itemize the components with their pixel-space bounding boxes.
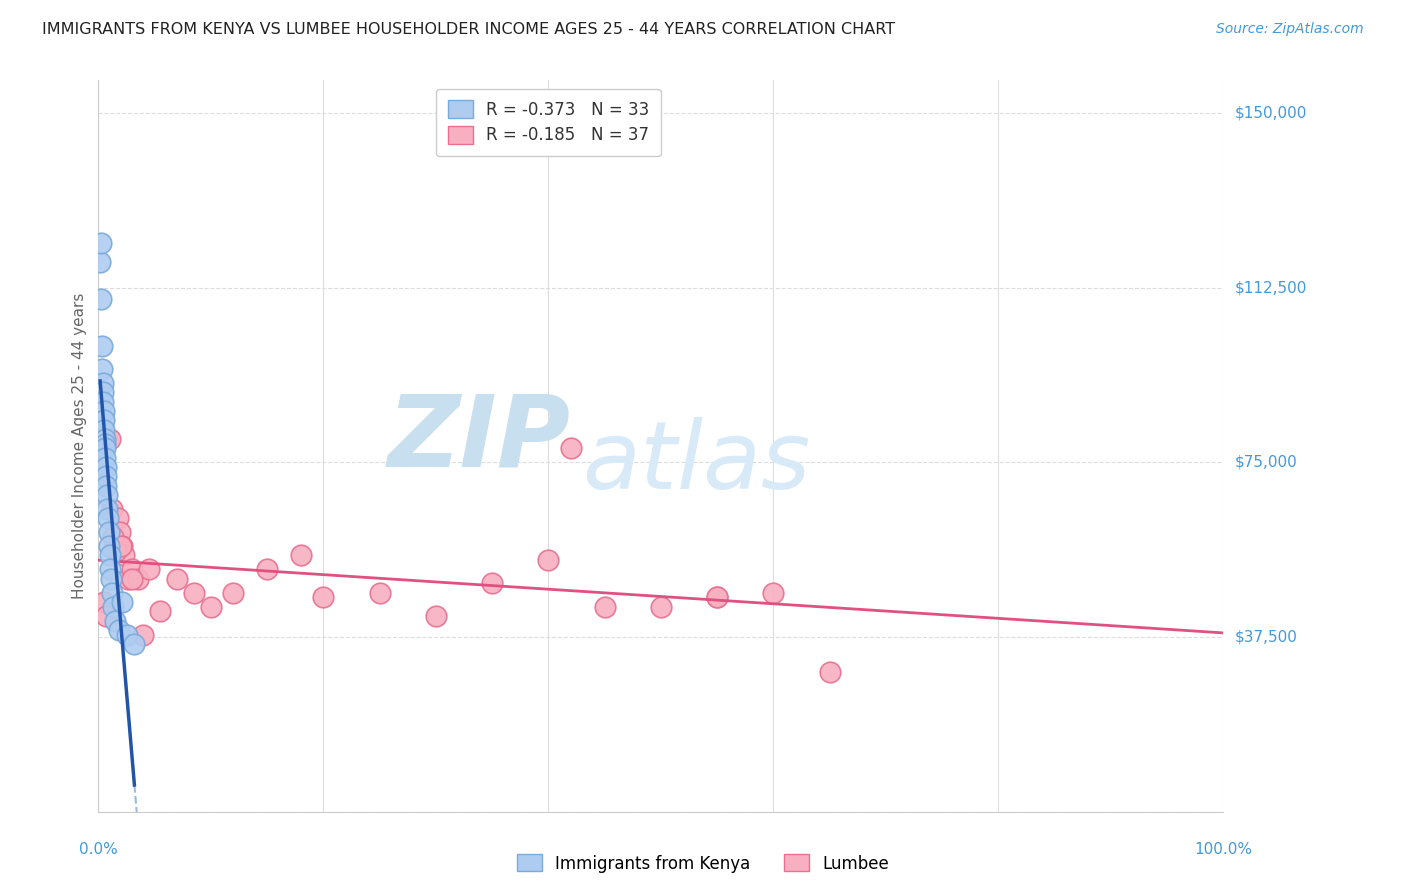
Point [105, 544, 128, 558]
Point [100, 572, 122, 586]
Point [90, 236, 112, 251]
Point [425, 609, 447, 624]
Point [96, 609, 118, 624]
Point [94, 442, 117, 456]
Point [93, 413, 115, 427]
Point [94, 436, 117, 450]
Point [818, 665, 841, 679]
Point [89, 255, 111, 269]
Point [132, 628, 155, 642]
Point [256, 562, 278, 576]
Point [94, 450, 117, 465]
Point [91, 362, 114, 376]
Point [115, 628, 138, 642]
Point [93, 394, 115, 409]
Point [312, 591, 335, 605]
Point [90, 292, 112, 306]
Point [706, 591, 728, 605]
Point [537, 553, 560, 567]
Point [93, 404, 115, 418]
Text: $112,500: $112,500 [1234, 280, 1306, 295]
Point [593, 599, 616, 614]
Point [101, 586, 124, 600]
Text: $75,000: $75,000 [1234, 455, 1298, 470]
Point [96, 488, 118, 502]
Point [107, 511, 129, 525]
Point [97, 525, 120, 540]
Point [183, 586, 205, 600]
Point [93, 595, 115, 609]
Point [290, 549, 312, 563]
Point [104, 614, 127, 628]
Point [124, 637, 146, 651]
Point [93, 432, 115, 446]
Point [138, 562, 160, 576]
Point [94, 460, 117, 475]
Point [96, 502, 118, 516]
Point [200, 599, 222, 614]
Point [368, 586, 391, 600]
Point [706, 591, 728, 605]
Point [127, 572, 149, 586]
Point [98, 562, 121, 576]
Point [121, 572, 143, 586]
Point [91, 385, 114, 400]
Text: ZIP: ZIP [388, 391, 571, 488]
Point [111, 539, 134, 553]
Text: $150,000: $150,000 [1234, 105, 1306, 120]
Text: atlas: atlas [582, 417, 810, 508]
Point [104, 539, 127, 553]
Text: 100.0%: 100.0% [1194, 842, 1253, 857]
Point [108, 525, 131, 540]
Legend: R = -0.373   N = 33, R = -0.185   N = 37: R = -0.373 N = 33, R = -0.185 N = 37 [436, 88, 661, 156]
Text: IMMIGRANTS FROM KENYA VS LUMBEE HOUSEHOLDER INCOME AGES 25 - 44 YEARS CORRELATIO: IMMIGRANTS FROM KENYA VS LUMBEE HOUSEHOL… [42, 22, 896, 37]
Point [110, 539, 132, 553]
Point [91, 376, 114, 390]
Text: $37,500: $37,500 [1234, 630, 1298, 645]
Point [101, 599, 124, 614]
Point [101, 502, 124, 516]
Point [762, 586, 785, 600]
Point [117, 572, 139, 586]
Point [222, 586, 245, 600]
Point [149, 604, 172, 618]
Point [650, 599, 672, 614]
Point [101, 530, 124, 544]
Point [98, 549, 121, 563]
Point [166, 572, 188, 586]
Point [93, 423, 115, 437]
Point [112, 549, 135, 563]
Point [97, 511, 120, 525]
Point [98, 432, 121, 446]
Point [107, 623, 129, 637]
Point [90, 339, 112, 353]
Point [481, 576, 503, 591]
Text: 0.0%: 0.0% [79, 842, 118, 857]
Legend: Immigrants from Kenya, Lumbee: Immigrants from Kenya, Lumbee [510, 847, 896, 880]
Y-axis label: Householder Income Ages 25 - 44 years: Householder Income Ages 25 - 44 years [72, 293, 87, 599]
Text: Source: ZipAtlas.com: Source: ZipAtlas.com [1216, 22, 1364, 37]
Point [94, 469, 117, 483]
Point [98, 539, 121, 553]
Point [560, 442, 582, 456]
Point [121, 562, 143, 576]
Point [111, 595, 134, 609]
Point [96, 478, 118, 492]
